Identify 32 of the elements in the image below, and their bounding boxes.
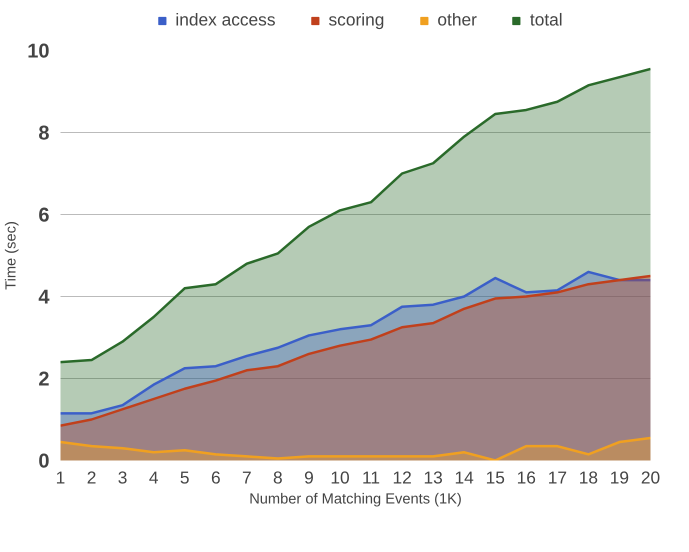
- x-tick-label: 3: [118, 468, 128, 488]
- x-tick-label: 4: [148, 468, 159, 488]
- x-tick-label: 7: [242, 468, 252, 488]
- x-tick-label: 18: [578, 468, 598, 488]
- x-tick-label: 19: [610, 468, 630, 488]
- x-tick-label: 5: [180, 468, 190, 488]
- x-tick-label: 1: [56, 468, 66, 488]
- x-tick-label: 15: [486, 468, 505, 488]
- x-tick-label: 20: [640, 468, 660, 488]
- legend-label: other: [437, 10, 477, 30]
- x-tick-label: 9: [304, 468, 314, 488]
- x-tick-label: 16: [516, 468, 536, 488]
- y-axis-title: Time (sec): [3, 221, 20, 290]
- legend-label: scoring: [328, 10, 384, 30]
- y-tick-label: 6: [38, 204, 50, 226]
- x-tick-label: 12: [392, 468, 412, 488]
- x-tick-label: 8: [273, 468, 283, 488]
- y-tick-label: 0: [38, 450, 50, 472]
- legend-label: index access: [175, 10, 276, 30]
- y-tick-label: 8: [38, 122, 50, 144]
- x-axis-title: Number of Matching Events (1K): [249, 492, 462, 508]
- x-tick-label: 6: [210, 468, 221, 488]
- y-tick-label: 2: [38, 368, 50, 390]
- y-tick-label: 10: [27, 40, 50, 62]
- x-tick-label: 17: [548, 468, 567, 488]
- x-tick-label: 13: [423, 468, 443, 488]
- x-tick-label: 11: [362, 468, 380, 488]
- legend-label: total: [530, 10, 563, 30]
- x-tick-label: 10: [330, 468, 350, 488]
- y-tick-label: 4: [38, 286, 50, 308]
- x-tick-label: 2: [86, 468, 96, 488]
- x-tick-label: 14: [454, 468, 474, 488]
